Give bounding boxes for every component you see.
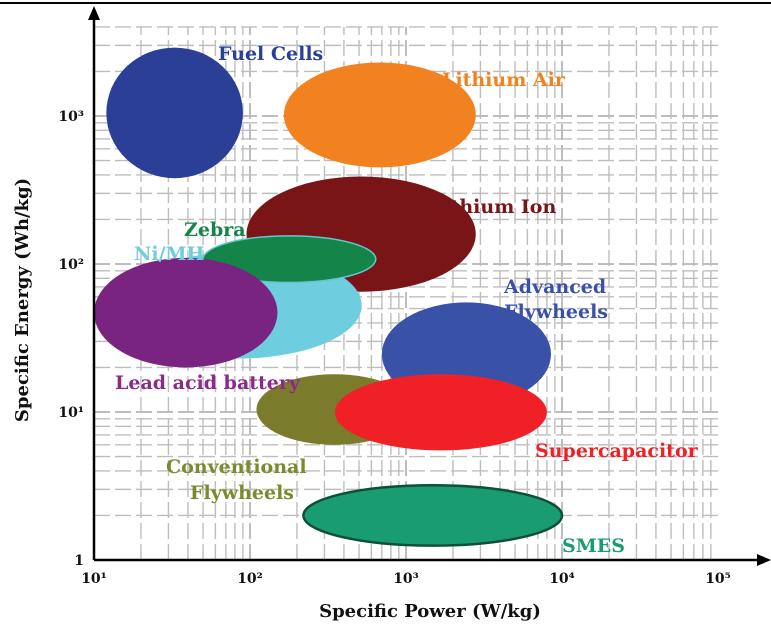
label-conventional-flywheels-line1: Conventional bbox=[166, 456, 307, 478]
label-supercapacitor: Supercapacitor bbox=[535, 440, 699, 462]
region-lead-acid-battery bbox=[94, 257, 278, 368]
region-supercapacitor bbox=[334, 374, 547, 451]
y-tick-label: 10¹ bbox=[58, 405, 84, 421]
label-advanced-flywheels-line2: Flywheels bbox=[504, 301, 608, 323]
x-axis-arrow bbox=[757, 554, 771, 566]
y-axis-title: Specific Energy (Wh/kg) bbox=[12, 178, 33, 422]
region-smes bbox=[302, 483, 564, 547]
x-tick-label: 10² bbox=[237, 571, 263, 587]
x-axis-title: Specific Power (W/kg) bbox=[319, 601, 541, 622]
tick-layer: 10¹ 10² 10³ 10⁴ 10⁵ 1 10¹ 10² 10³ bbox=[58, 109, 730, 587]
label-smes: SMES bbox=[562, 535, 625, 557]
label-lead-acid-battery: Lead acid battery bbox=[115, 372, 301, 394]
x-tick-label: 10¹ bbox=[81, 571, 107, 587]
label-advanced-flywheels-line1: Advanced bbox=[503, 276, 606, 298]
label-conventional-flywheels-line2: Flywheels bbox=[190, 482, 294, 504]
region-layer bbox=[94, 47, 564, 547]
y-tick-label: 10³ bbox=[58, 109, 84, 125]
top-rule bbox=[0, 2, 771, 4]
label-lithium-air: Lithium Air bbox=[442, 69, 566, 91]
y-tick-label: 10² bbox=[58, 257, 84, 273]
region-fuel-cells bbox=[106, 47, 243, 179]
x-tick-label: 10⁵ bbox=[705, 571, 731, 587]
y-axis-arrow bbox=[88, 6, 100, 20]
label-zebra: Zebra bbox=[184, 219, 246, 241]
region-lithium-air bbox=[283, 62, 476, 168]
x-tick-label: 10⁴ bbox=[549, 571, 575, 587]
y-tick-label: 1 bbox=[74, 553, 84, 569]
label-ni-mh: Ni/MH bbox=[134, 243, 205, 265]
label-lithium-ion: Lithium Ion bbox=[430, 196, 556, 218]
label-fuel-cells: Fuel Cells bbox=[218, 43, 323, 65]
x-tick-label: 10³ bbox=[393, 571, 419, 587]
